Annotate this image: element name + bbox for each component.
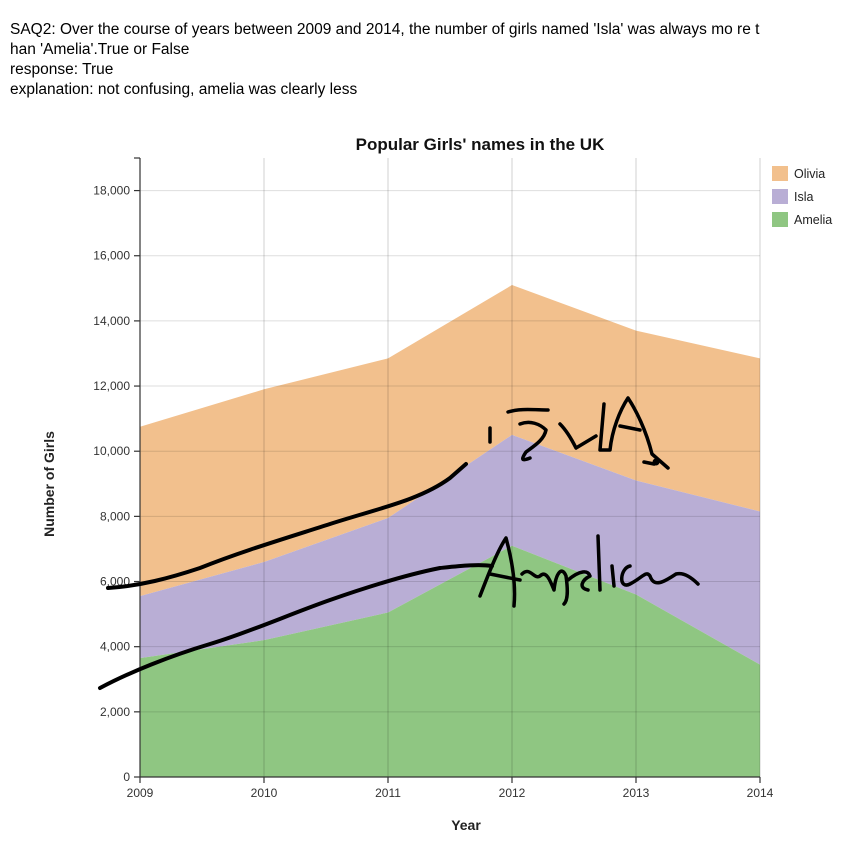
x-tick-label: 2013 bbox=[623, 786, 650, 800]
area-series-group bbox=[140, 285, 760, 777]
isla-scribble-dot bbox=[652, 458, 660, 466]
legend: Olivia Isla Amelia bbox=[772, 166, 832, 227]
amelia-scribble-word bbox=[478, 534, 700, 608]
x-tick-label: 2010 bbox=[251, 786, 278, 800]
y-tick-label: 10,000 bbox=[93, 444, 130, 458]
legend-label-isla: Isla bbox=[794, 190, 814, 204]
area-olivia bbox=[140, 285, 760, 597]
isla-scribble-word bbox=[488, 396, 670, 470]
x-tick-label: 2012 bbox=[499, 786, 526, 800]
y-tick-label: 8,000 bbox=[100, 509, 130, 523]
y-axis-title: Number of Girls bbox=[41, 431, 57, 537]
axes: 02,0004,0006,0008,00010,00012,00014,0001… bbox=[93, 157, 774, 800]
x-tick-label: 2014 bbox=[747, 786, 774, 800]
area-isla bbox=[140, 434, 760, 665]
y-tick-label: 12,000 bbox=[93, 379, 130, 393]
y-tick-label: 14,000 bbox=[93, 314, 130, 328]
explanation-text: explanation: not confusing, amelia was c… bbox=[10, 81, 358, 98]
legend-swatch-isla bbox=[772, 189, 788, 204]
legend-label-amelia: Amelia bbox=[794, 213, 832, 227]
y-tick-label: 18,000 bbox=[93, 184, 130, 198]
x-axis-title: Year bbox=[451, 817, 481, 833]
isla-scribble-line bbox=[106, 462, 468, 590]
y-tick-label: 16,000 bbox=[93, 249, 130, 263]
x-tick-label: 2009 bbox=[127, 786, 154, 800]
handwritten-annotations bbox=[98, 396, 700, 690]
y-tick-label: 2,000 bbox=[100, 705, 130, 719]
chart-title: Popular Girls' names in the UK bbox=[356, 135, 605, 154]
question-header: SAQ2: Over the course of years between 2… bbox=[10, 20, 760, 100]
area-amelia bbox=[140, 545, 760, 777]
y-tick-label: 4,000 bbox=[100, 640, 130, 654]
legend-swatch-olivia bbox=[772, 166, 788, 181]
y-tick-label: 0 bbox=[123, 770, 130, 784]
question-text: SAQ2: Over the course of years between 2… bbox=[10, 21, 760, 58]
legend-label-olivia: Olivia bbox=[794, 167, 825, 181]
amelia-scribble-line bbox=[98, 563, 494, 690]
response-text: response: True bbox=[10, 61, 114, 78]
legend-swatch-amelia bbox=[772, 212, 788, 227]
x-tick-label: 2011 bbox=[375, 786, 401, 800]
